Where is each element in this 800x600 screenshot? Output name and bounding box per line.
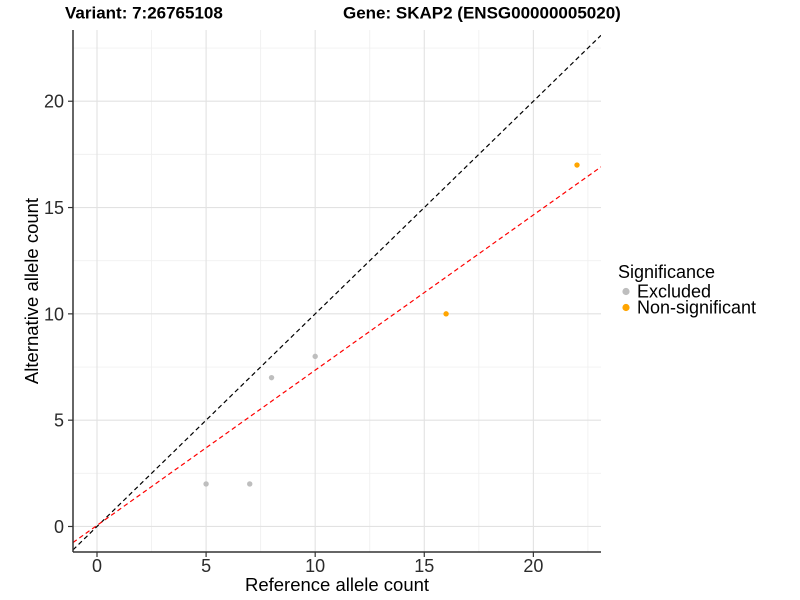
data-point-excluded <box>203 481 209 487</box>
y-tick-label: 0 <box>54 517 64 537</box>
axes-layer: 0 5 10 15 20 0 5 10 15 20 <box>44 30 601 576</box>
x-tick-label: 0 <box>92 556 102 576</box>
grid-layer <box>73 30 601 552</box>
y-axis-title: Alternative allele count <box>21 198 42 384</box>
legend-dot-excluded-icon <box>622 287 630 296</box>
x-tick-label: 5 <box>201 556 211 576</box>
x-axis-title: Reference allele count <box>245 574 429 595</box>
data-point-excluded <box>268 374 275 381</box>
legend-title: Significance <box>618 262 715 282</box>
data-point-non-significant <box>574 162 580 168</box>
y-tick-label: 10 <box>44 304 64 324</box>
data-point-non-significant <box>443 311 449 317</box>
x-tick-label: 20 <box>523 556 543 576</box>
plot-title-variant: Variant: 7:26765108 <box>65 4 223 23</box>
legend-dot-non-significant-icon <box>622 303 630 312</box>
legend: Significance Excluded Non-significant <box>618 262 756 318</box>
fit-line <box>73 166 601 543</box>
data-point-excluded <box>312 353 318 360</box>
legend-label-excluded: Excluded <box>637 282 711 302</box>
x-tick-label: 10 <box>305 556 325 576</box>
legend-label-non-significant: Non-significant <box>637 298 756 318</box>
identity-line <box>73 34 601 551</box>
data-point-excluded <box>247 481 253 487</box>
y-tick-label: 5 <box>54 411 64 431</box>
data-points-layer <box>203 162 580 487</box>
reference-lines-layer <box>73 34 601 551</box>
y-tick-label: 20 <box>44 92 64 112</box>
y-tick-label: 15 <box>44 198 64 218</box>
plot-title-gene: Gene: SKAP2 (ENSG00000005020) <box>343 4 621 23</box>
x-tick-label: 15 <box>414 556 434 576</box>
